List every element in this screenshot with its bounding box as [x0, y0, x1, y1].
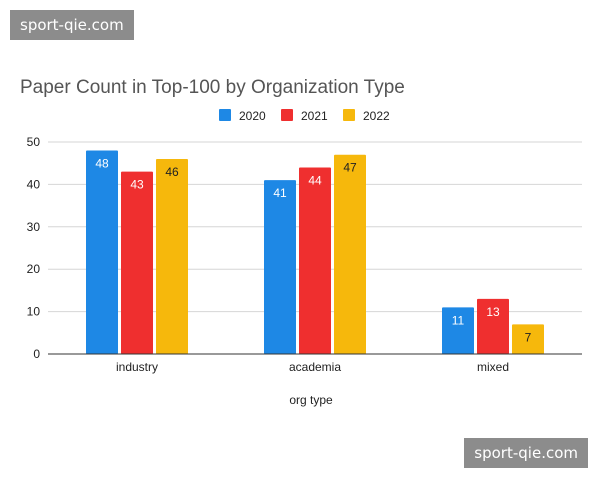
bars: 48 43 46 41 44 47 11 13 7: [86, 150, 544, 354]
x-tick-label: academia: [289, 360, 341, 374]
y-tick-label: 40: [27, 177, 41, 191]
legend-swatch-2020: [219, 109, 231, 121]
bar-2021-industry: [121, 171, 153, 354]
chart-title: Paper Count in Top-100 by Organization T…: [20, 77, 405, 98]
bar-value-label: 11: [452, 313, 465, 327]
bar-value-label: 48: [95, 156, 109, 170]
bar-2020-mixed: [442, 307, 474, 354]
legend: 2020 2021 2022: [219, 109, 390, 123]
legend-label: 2022: [363, 109, 390, 123]
y-tick-label: 50: [27, 135, 41, 149]
bar-2021-academia: [299, 167, 331, 354]
y-tick-label: 20: [27, 262, 41, 276]
watermark-bottom: sport-qie.com: [464, 438, 588, 468]
bar-value-label: 47: [343, 161, 357, 175]
y-tick-label: 10: [27, 305, 41, 319]
legend-label: 2020: [239, 109, 266, 123]
bar-value-label: 43: [130, 178, 144, 192]
bar-value-label: 7: [525, 330, 532, 344]
legend-swatch-2021: [281, 109, 293, 121]
bar-2022-academia: [334, 154, 366, 354]
watermark-top: sport-qie.com: [10, 10, 134, 40]
x-axis-ticks: industry academia mixed: [116, 360, 509, 374]
bar-value-label: 41: [273, 186, 287, 200]
bar-2020-academia: [264, 180, 296, 354]
bar-2022-industry: [156, 158, 188, 354]
legend-label: 2021: [301, 109, 328, 123]
bar-2022-mixed: [512, 324, 544, 354]
x-tick-label: industry: [116, 360, 158, 374]
bar-2021-mixed: [477, 298, 509, 354]
bar-value-label: 13: [486, 305, 500, 319]
x-tick-label: mixed: [477, 360, 509, 374]
x-axis-label: org type: [289, 393, 333, 407]
bar-2020-industry: [86, 150, 118, 354]
y-tick-label: 0: [33, 347, 40, 361]
y-tick-label: 30: [27, 220, 41, 234]
y-axis-ticks: 0 10 20 30 40 50: [27, 135, 41, 361]
legend-swatch-2022: [343, 109, 355, 121]
bar-value-label: 46: [165, 165, 179, 179]
bar-value-label: 44: [308, 173, 322, 187]
